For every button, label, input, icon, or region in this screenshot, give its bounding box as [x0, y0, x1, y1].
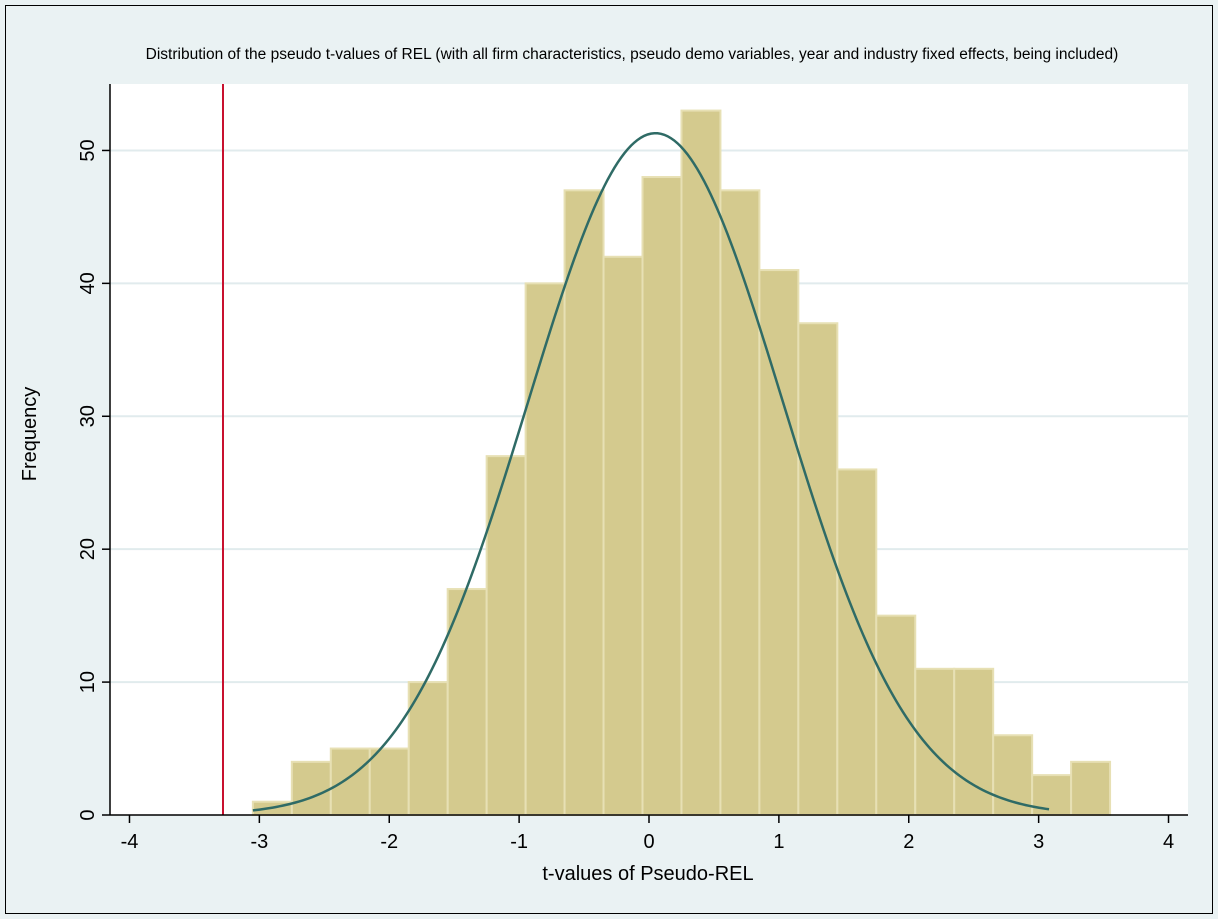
bar-14 — [797, 322, 839, 816]
x-tick-label: -4 — [121, 831, 139, 853]
bar-9 — [602, 255, 644, 817]
bar-8 — [563, 189, 605, 816]
y-tick-label: 10 — [77, 671, 99, 693]
figure-border — [5, 5, 1213, 914]
bar-17 — [914, 667, 956, 816]
bar-20 — [1031, 774, 1073, 816]
bar-6 — [485, 455, 527, 816]
y-tick-label: 40 — [77, 272, 99, 294]
bars — [251, 109, 1112, 817]
x-tick-label: -1 — [510, 831, 528, 853]
bar-13 — [758, 269, 800, 816]
x-tick-label: -2 — [380, 831, 398, 853]
bar-16 — [875, 614, 917, 816]
bar-7 — [524, 282, 566, 816]
bar-3 — [368, 747, 410, 817]
bar-19 — [992, 734, 1034, 816]
y-tick-label: 50 — [77, 139, 99, 161]
bar-4 — [407, 681, 449, 816]
bar-12 — [719, 189, 761, 816]
y-tick-label: 30 — [77, 405, 99, 427]
y-axis-label: Frequency — [19, 387, 41, 482]
bar-1 — [290, 760, 332, 816]
normal-density-curve — [252, 131, 1050, 812]
x-tick-label: 2 — [903, 831, 914, 853]
bar-11 — [680, 109, 722, 816]
chart-title: Distribution of the pseudo t-values of R… — [146, 46, 1119, 63]
x-tick-label: 0 — [643, 831, 654, 853]
x-tick-label: 3 — [1033, 831, 1044, 853]
bar-2 — [329, 747, 371, 817]
y-tick-label: 20 — [77, 538, 99, 560]
x-axis-label: t-values of Pseudo-REL — [542, 863, 753, 885]
bar-21 — [1070, 760, 1112, 816]
bar-10 — [641, 176, 683, 816]
x-tick-label: 4 — [1163, 831, 1174, 853]
x-tick-label: -3 — [250, 831, 268, 853]
y-tick-label: 0 — [77, 809, 99, 820]
bar-15 — [836, 468, 878, 816]
x-tick-label: 1 — [773, 831, 784, 853]
